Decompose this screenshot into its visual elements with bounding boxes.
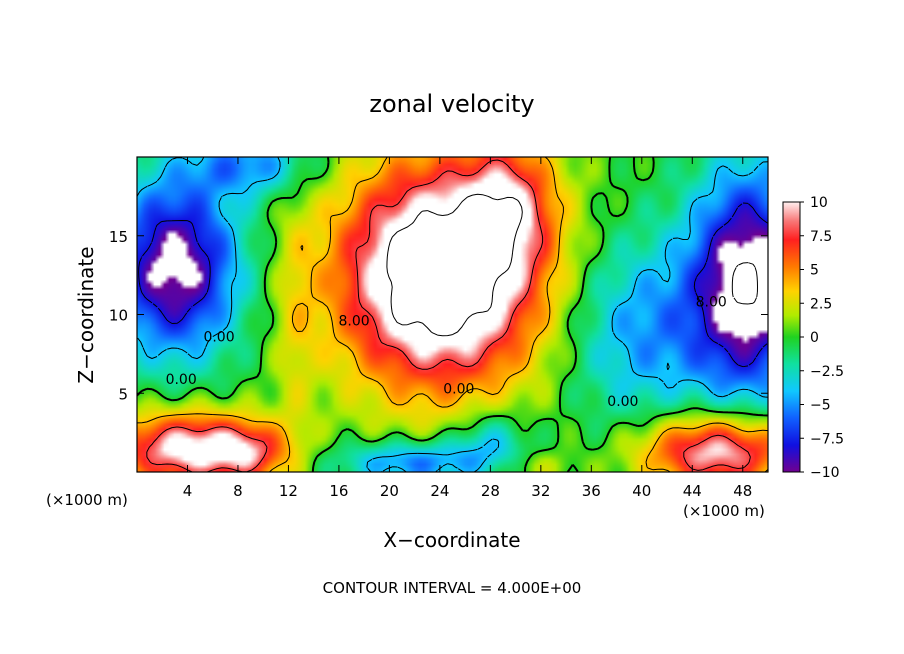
contour-label: 0.00 [203, 329, 234, 345]
contour-line [137, 157, 768, 472]
contour-lines [137, 157, 768, 472]
contour-line [137, 157, 768, 472]
x-tick-label: 24 [430, 482, 449, 500]
x-tick-label: 8 [233, 482, 243, 500]
colorbar-tick-label: 10 [810, 195, 828, 211]
x-tick-label: 40 [632, 482, 651, 500]
x-tick-label: 20 [380, 482, 399, 500]
contour-line [137, 157, 768, 472]
x-unit-left: (×1000 m) [46, 491, 128, 509]
contour-labels: 0.00 0.00 8.00 0.00 0.00 8.00 [166, 295, 727, 410]
x-tick-label: 28 [481, 482, 500, 500]
y-axis-label: Z−coordinate [74, 246, 98, 383]
chart-title: zonal velocity [369, 90, 534, 118]
contour-line [386, 193, 523, 337]
x-tick-label: 16 [329, 482, 348, 500]
x-tick-label: 4 [183, 482, 193, 500]
colorbar-tick-label: 7.5 [810, 229, 832, 245]
contour-label: 0.00 [166, 372, 197, 388]
colorbar: 10 7.5 5 2.5 0 −2.5 −5 −7.5 −10 [782, 195, 844, 481]
heatmap-field [137, 157, 768, 472]
colorbar-tick-label: −10 [810, 465, 840, 481]
plot-area: 0.00 0.00 8.00 0.00 0.00 8.00 [136, 156, 769, 473]
contour-label: 8.00 [338, 314, 369, 330]
y-axis-ticks: 5 10 15 [109, 228, 768, 403]
colorbar-fill [782, 201, 801, 473]
contour-line [146, 159, 751, 472]
y-tick-label: 5 [118, 385, 128, 403]
colorbar-tick-label: 0 [810, 330, 819, 346]
contour-label: 8.00 [696, 295, 727, 311]
contour-label: 0.00 [607, 394, 638, 410]
contour-line [731, 262, 758, 305]
x-tick-label: 32 [531, 482, 550, 500]
colorbar-tick-label: 2.5 [810, 296, 832, 312]
x-axis-label: X−coordinate [383, 528, 520, 552]
contour-label: 0.00 [443, 381, 474, 397]
colorbar-tick-label: −2.5 [810, 364, 844, 380]
x-axis-ticks: 4 8 12 16 20 24 28 32 36 40 44 48 [183, 157, 752, 500]
x-unit-right: (×1000 m) [683, 502, 765, 520]
y-tick-label: 10 [109, 307, 128, 325]
colorbar-ticks: 10 7.5 5 2.5 0 −2.5 −5 −7.5 −10 [800, 195, 844, 481]
x-tick-label: 36 [582, 482, 601, 500]
colorbar-tick-label: 5 [810, 263, 819, 279]
contour-line [138, 202, 768, 368]
colorbar-tick-label: −5 [810, 398, 831, 414]
x-tick-label: 12 [279, 482, 298, 500]
y-tick-label: 15 [109, 228, 128, 246]
x-tick-label: 48 [733, 482, 752, 500]
x-tick-label: 44 [683, 482, 702, 500]
colorbar-tick-label: −7.5 [810, 431, 844, 447]
contour-interval-note: CONTOUR INTERVAL = 4.000E+00 [323, 579, 582, 597]
